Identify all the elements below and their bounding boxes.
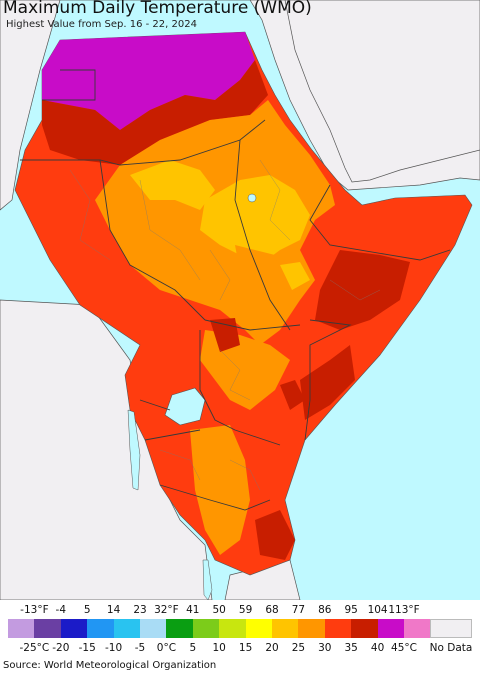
legend-tick-fahrenheit: 113°F	[388, 604, 420, 616]
region-dark-red-south	[255, 510, 295, 560]
legend-tick-fahrenheit: 104	[367, 604, 388, 616]
legend-tick-celsius: 10	[212, 642, 226, 654]
legend-tick-fahrenheit: 50	[212, 604, 226, 616]
legend-tick-fahrenheit: 41	[186, 604, 200, 616]
region-dark-red-east	[315, 250, 410, 330]
legend-tick-fahrenheit: 86	[318, 604, 332, 616]
legend-no-data-swatch	[430, 619, 472, 638]
legend-tick-celsius: 40	[370, 642, 385, 654]
legend-tick-fahrenheit: -13°F	[20, 604, 49, 616]
region-yellow-orange-1	[130, 160, 215, 210]
legend-swatch	[192, 619, 220, 638]
region-orange-south-2	[190, 425, 250, 555]
lake-tanganyika	[127, 409, 141, 491]
legend-tick-celsius: 0°C	[156, 642, 177, 654]
map-subtitle: Highest Value from Sep. 16 - 22, 2024	[6, 19, 197, 30]
legend-swatch	[166, 619, 194, 638]
region-yellow-orange-2	[200, 175, 310, 265]
legend-swatch	[324, 619, 352, 638]
region-dark-red-somalia	[300, 345, 355, 420]
legend-tick-celsius: -15	[78, 642, 96, 654]
legend-tick-celsius: 45°C	[391, 642, 417, 654]
legend-swatch	[272, 619, 299, 638]
temperature-map	[0, 0, 480, 600]
legend-swatch	[245, 619, 273, 638]
legend-swatch	[377, 619, 405, 638]
legend-tick-celsius: 35	[344, 642, 358, 654]
region-magenta	[42, 32, 255, 130]
legend-tick-fahrenheit: 59	[238, 604, 253, 616]
region-orange-east	[235, 245, 285, 310]
legend-tick-fahrenheit: 14	[106, 604, 121, 616]
lake-victoria	[164, 387, 206, 426]
legend-swatch	[60, 619, 88, 638]
legend-tick-celsius: 20	[265, 642, 279, 654]
map-title: Maximum Daily Temperature (WMO)	[3, 0, 312, 18]
land-no-data-arabia	[284, 0, 480, 183]
source-credit: Source: World Meteorological Organizatio…	[3, 660, 217, 671]
legend-no-data-label: No Data	[429, 642, 473, 654]
legend-tick-fahrenheit: 95	[344, 604, 358, 616]
legend-swatch	[140, 619, 167, 638]
country-borders	[20, 69, 451, 511]
legend-swatch	[87, 619, 115, 638]
legend-swatch	[34, 619, 62, 638]
legend-tick-celsius: -5	[134, 642, 146, 654]
legend-tick-fahrenheit: 5	[83, 604, 91, 616]
legend-swatch	[351, 619, 379, 638]
legend-tick-fahrenheit: 77	[291, 604, 306, 616]
legend-tick-fahrenheit: -4	[55, 604, 67, 616]
legend-tick-celsius: -25°C	[19, 642, 50, 654]
legend-tick-celsius: 15	[238, 642, 253, 654]
lake-malawi	[202, 559, 213, 600]
legend-swatch	[113, 619, 141, 638]
legend-swatch	[298, 619, 326, 638]
legend-tick-celsius: -20	[52, 642, 70, 654]
legend-swatch	[219, 619, 247, 638]
legend-tick-fahrenheit: 23	[133, 604, 147, 616]
lake-tana	[247, 193, 257, 203]
legend-tick-celsius: -10	[105, 642, 123, 654]
legend-swatch	[404, 619, 431, 638]
legend-tick-celsius: 5	[189, 642, 197, 654]
region-dark-red-kenya	[280, 380, 305, 410]
legend-tick-celsius: 25	[291, 642, 306, 654]
temperature-legend: -13°F -4 5 14 23 32°F 41 50 59 68 77 86 95 104 113°F -2…	[0, 600, 480, 658]
land-no-data-west	[0, 0, 61, 211]
legend-tick-fahrenheit: 32°F	[154, 604, 179, 616]
legend-tick-fahrenheit: 68	[265, 604, 279, 616]
admin-borders	[69, 159, 381, 491]
region-dark-red-north	[42, 60, 268, 165]
legend-swatch	[8, 619, 35, 638]
region-yellow-orange-3	[280, 262, 310, 290]
legend-tick-celsius: 30	[318, 642, 332, 654]
